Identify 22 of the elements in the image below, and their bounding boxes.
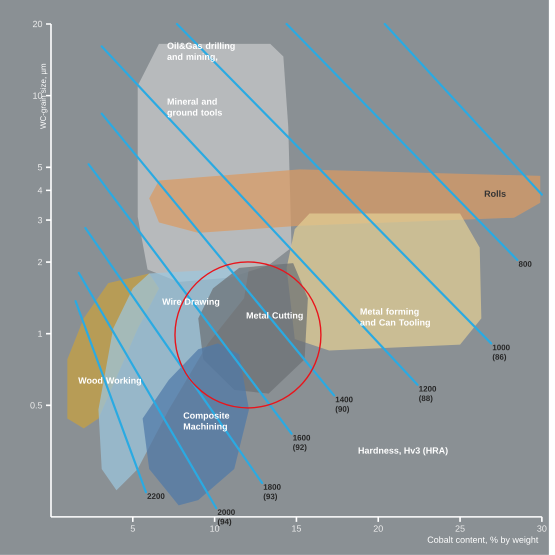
y-tick-label: 3 — [38, 216, 42, 224]
x-tick-label: 30 — [537, 525, 547, 532]
y-tick-label: 10 — [33, 92, 42, 99]
annotation: Metal Cutting — [246, 312, 303, 320]
x-tick-label: 20 — [374, 525, 383, 532]
x-tick-label: 25 — [456, 525, 465, 532]
annotation: Rolls — [484, 190, 506, 197]
y-tick-label: 5 — [38, 164, 42, 170]
annotation: Hardness, Hv3 (HRA) — [358, 447, 448, 456]
x-tick-label: 5 — [130, 525, 135, 532]
annotation: Composite Machining — [184, 412, 230, 432]
x-tick-label: 15 — [292, 525, 302, 532]
annotation: Mineral and ground tools — [167, 98, 222, 118]
x-axis-title: Cobalt content, % by weight — [428, 536, 538, 545]
y-tick-label: 4 — [38, 187, 42, 194]
x-tick-label: 10 — [210, 525, 220, 532]
annotation: Wood Working — [78, 377, 142, 386]
annotation: Metal forming and Can Tooling — [360, 308, 430, 328]
y-tick-label: 0.5 — [30, 402, 42, 409]
y-tick-label: 20 — [32, 20, 42, 28]
y-tick-label: 2 — [38, 258, 42, 266]
y-tick-label: 1 — [38, 330, 42, 337]
